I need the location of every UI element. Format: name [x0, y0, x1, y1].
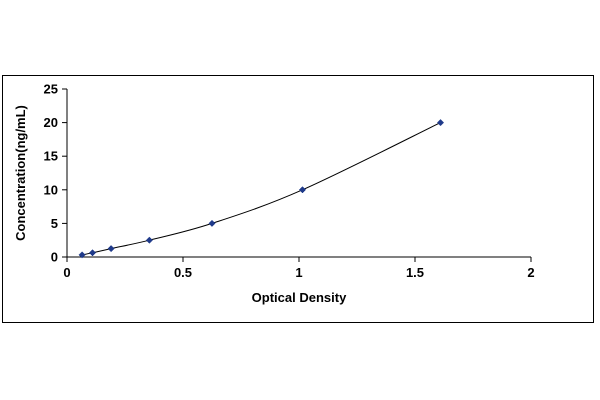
data-point-marker	[298, 186, 307, 194]
x-tick-label: 1.5	[406, 265, 424, 280]
data-point-marker	[436, 119, 445, 127]
y-tick-label: 10	[44, 182, 58, 197]
x-tick-label: 2	[527, 265, 534, 280]
data-point-marker	[107, 245, 115, 253]
chart-frame: 0 5 10 15 20 25 0 0.5 1 1.5 2 Optical Density Con…	[2, 75, 594, 323]
x-tick-label: 1	[295, 265, 302, 280]
y-axis-ticks: 0 5 10 15 20 25	[44, 82, 67, 265]
x-axis-ticks: 0 0.5 1 1.5 2	[63, 257, 535, 280]
y-tick-label: 25	[44, 82, 58, 97]
data-points	[78, 119, 445, 259]
data-point-marker	[208, 219, 216, 227]
y-tick-label: 15	[44, 149, 58, 164]
data-point-marker	[78, 251, 86, 259]
x-tick-label: 0	[63, 265, 70, 280]
standard-curve-chart: 0 5 10 15 20 25 0 0.5 1 1.5 2 Optical Density Con…	[13, 82, 535, 306]
y-tick-label: 5	[51, 216, 58, 231]
y-axis-title: Concentration(ng/mL)	[13, 105, 28, 241]
x-axis-title: Optical Density	[252, 290, 347, 305]
x-tick-label: 0.5	[174, 265, 192, 280]
y-tick-label: 0	[51, 250, 58, 265]
data-point-marker	[145, 236, 153, 244]
standard-curve-line	[81, 122, 441, 256]
data-point-marker	[88, 249, 97, 257]
y-tick-label: 20	[44, 115, 58, 130]
